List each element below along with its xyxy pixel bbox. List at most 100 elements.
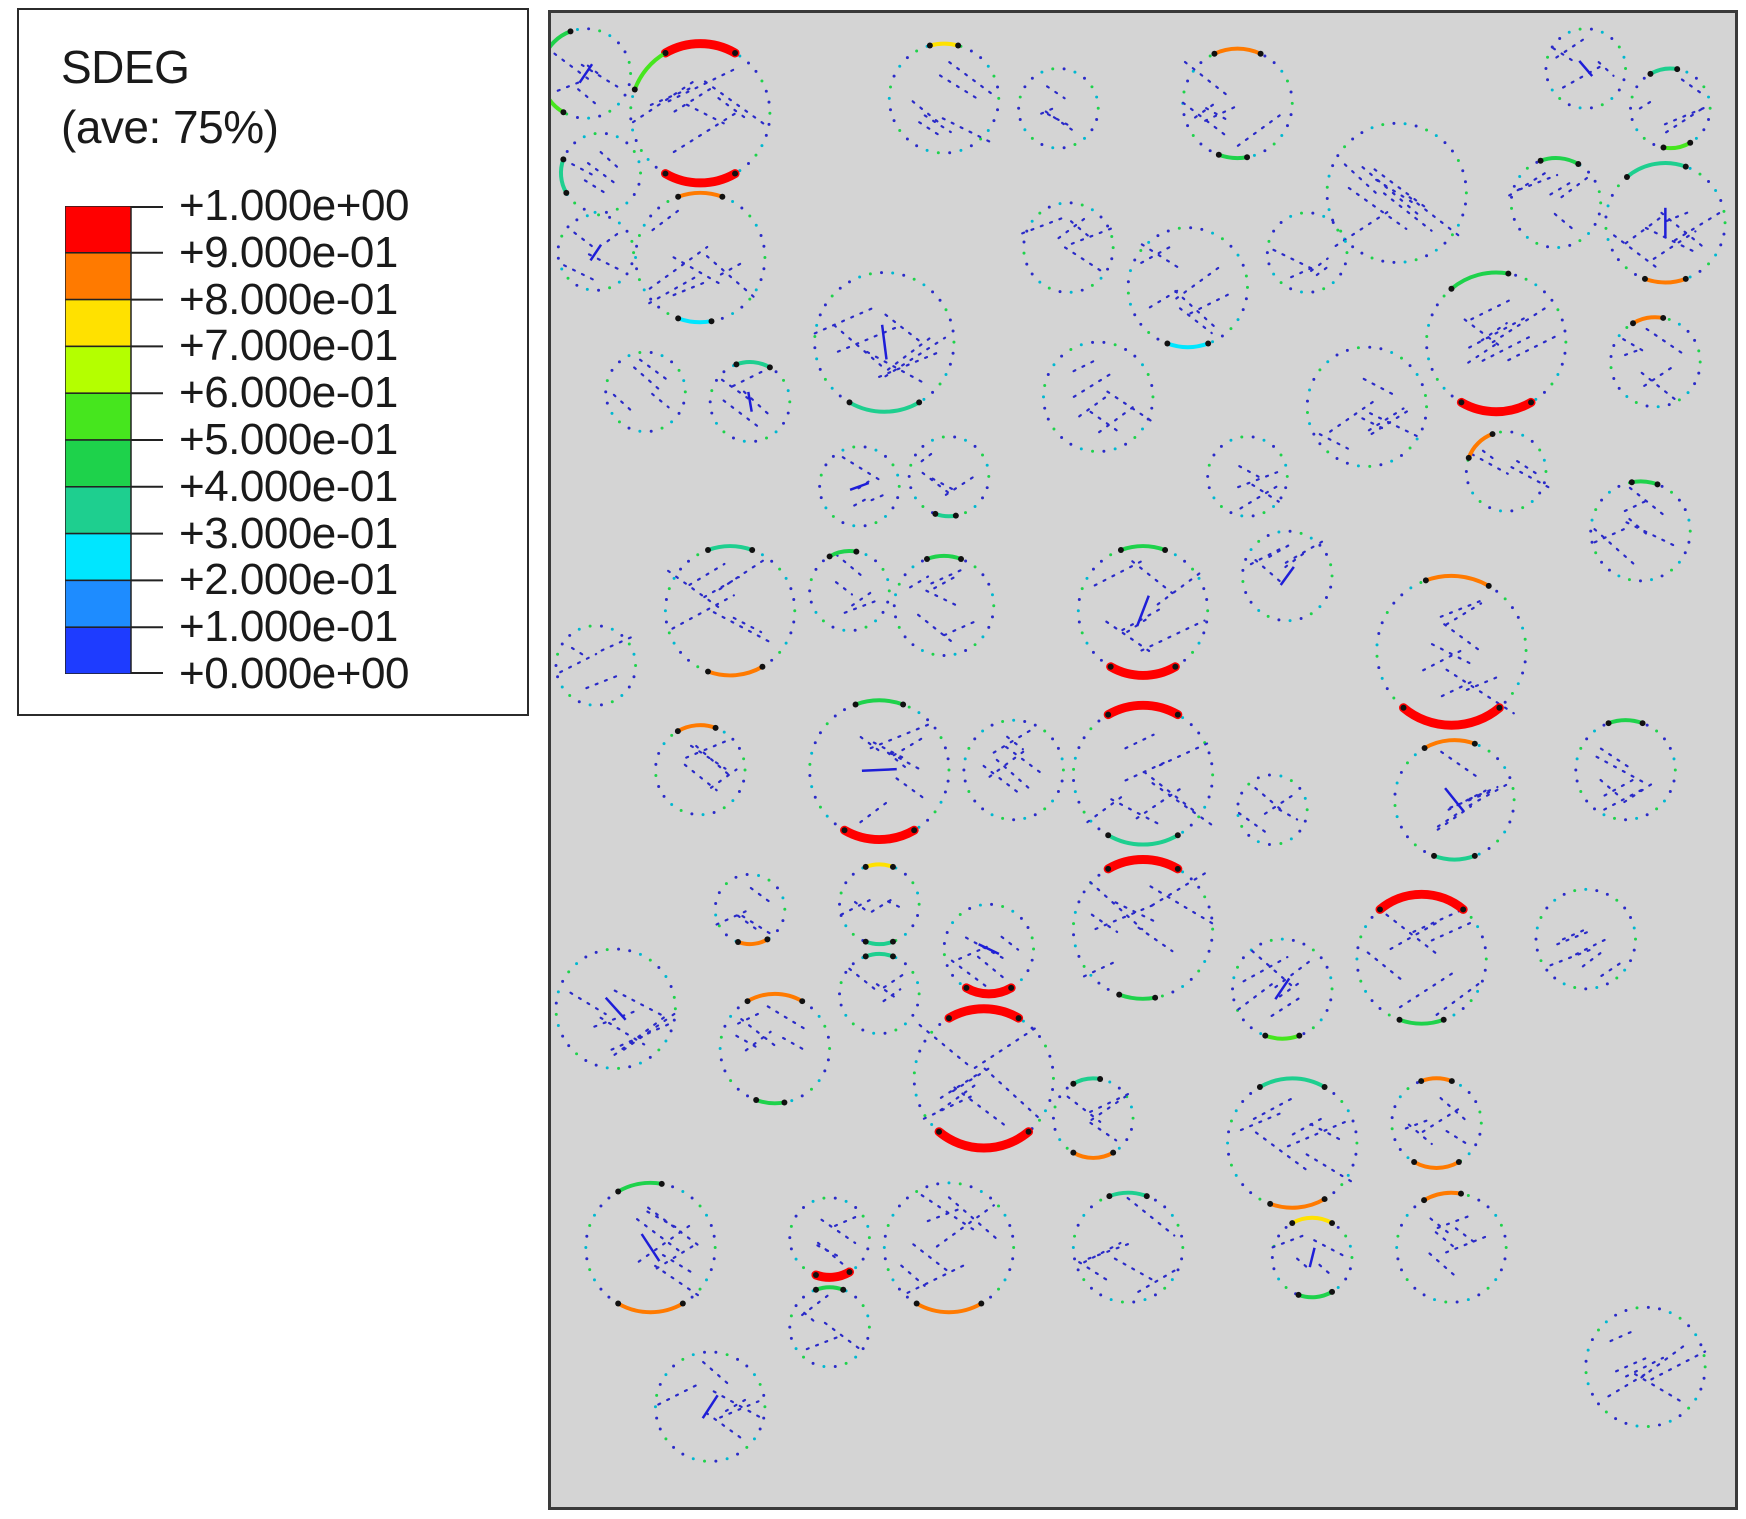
cohesive-element-row [869, 723, 930, 750]
arc-node [1117, 546, 1124, 553]
boundary-node [1030, 958, 1034, 962]
boundary-node [918, 1049, 922, 1053]
particle [556, 213, 636, 292]
cohesive-element-row [895, 777, 928, 801]
cohesive-element-row [599, 1016, 646, 1046]
boundary-node [1197, 641, 1201, 645]
arc-node [911, 827, 918, 834]
boundary-node [687, 658, 690, 662]
cohesive-element-row [1361, 166, 1422, 218]
boundary-node [1044, 1044, 1047, 1048]
boundary-node [1463, 202, 1467, 206]
arc-node [1257, 50, 1264, 57]
boundary-node [1079, 343, 1083, 347]
damaged-interface-arc [1290, 1215, 1335, 1226]
boundary-node [1113, 343, 1117, 347]
cohesive-element-row [1334, 208, 1393, 247]
boundary-node [1197, 576, 1201, 580]
boundary-node [1662, 737, 1666, 741]
boundary-node [760, 553, 764, 557]
boundary-node [844, 881, 848, 885]
boundary-node [1210, 762, 1214, 766]
boundary-node [608, 215, 612, 219]
boundary-node [923, 1039, 927, 1043]
boundary-node [903, 932, 907, 936]
boundary-node [758, 1427, 762, 1431]
cohesive-element-row [1428, 1252, 1459, 1279]
boundary-node [1356, 346, 1360, 350]
cohesive-element-row [1072, 371, 1114, 398]
arc-node [936, 1128, 943, 1135]
boundary-node [1425, 254, 1429, 258]
boundary-node [951, 351, 955, 355]
boundary-node [981, 496, 985, 500]
boundary-node [1097, 873, 1101, 877]
damaged-interface-arc [1606, 718, 1645, 726]
damaged-interface-arc [1422, 1190, 1463, 1203]
particle [808, 548, 891, 632]
damaged-interface-arc [1629, 479, 1660, 487]
cohesive-element-row [941, 117, 994, 145]
boundary-node [792, 620, 796, 624]
boundary-node [1635, 85, 1639, 89]
legend-band-4 [65, 392, 132, 441]
boundary-node [1073, 143, 1077, 147]
cohesive-element-row [1508, 169, 1551, 197]
boundary-node [610, 627, 614, 631]
arc-node [732, 170, 739, 177]
boundary-node [874, 559, 878, 563]
boundary-node [1229, 511, 1233, 515]
boundary-node [979, 56, 983, 60]
boundary-node [616, 102, 620, 106]
boundary-node [1051, 737, 1055, 741]
boundary-node [588, 703, 592, 707]
cohesive-element-row [836, 324, 902, 353]
boundary-node [1613, 816, 1617, 820]
boundary-node [967, 746, 971, 750]
boundary-node [1578, 27, 1582, 31]
boundary-node [1051, 1065, 1055, 1069]
boundary-node [1694, 76, 1698, 80]
cohesive-element-row [948, 61, 995, 97]
boundary-node [635, 267, 639, 271]
boundary-node [1012, 1246, 1016, 1250]
boundary-node [838, 286, 842, 290]
boundary-node [1499, 1223, 1503, 1227]
boundary-node [1670, 490, 1674, 494]
boundary-node [1586, 1348, 1590, 1352]
cohesive-element-row [731, 370, 763, 388]
boundary-node [1656, 405, 1660, 409]
boundary-node [658, 1427, 662, 1431]
boundary-node [1450, 394, 1454, 398]
boundary-node [623, 50, 627, 54]
cohesive-element-row [983, 1067, 1042, 1120]
boundary-node [1232, 998, 1236, 1002]
boundary-node [1511, 786, 1515, 790]
boundary-node [660, 426, 664, 430]
cohesive-element-row [585, 673, 622, 690]
cohesive-element-row [853, 900, 870, 914]
boundary-node [1252, 153, 1256, 157]
boundary-node [1330, 987, 1334, 991]
boundary-node [1025, 229, 1029, 233]
cohesive-element-row [732, 616, 763, 634]
arc-node [675, 315, 682, 322]
boundary-node [607, 1295, 611, 1299]
cohesive-element-row [1126, 1196, 1176, 1237]
boundary-node [981, 573, 985, 577]
boundary-node [1197, 731, 1201, 735]
legend-tick-label: +6.000e-01 [179, 368, 398, 418]
boundary-node [1257, 539, 1261, 543]
boundary-node [1170, 1278, 1174, 1282]
damaged-interface-arc [914, 1301, 984, 1315]
arc-node [1008, 984, 1015, 991]
boundary-node [964, 649, 968, 653]
boundary-node [903, 962, 907, 966]
boundary-node [1220, 334, 1224, 338]
boundary-node [962, 768, 966, 772]
cohesive-element-row [661, 1253, 693, 1274]
cohesive-element-row [1131, 560, 1174, 595]
boundary-node [1205, 598, 1209, 602]
cohesive-element-row [1628, 517, 1651, 538]
boundary-node [1585, 799, 1589, 803]
